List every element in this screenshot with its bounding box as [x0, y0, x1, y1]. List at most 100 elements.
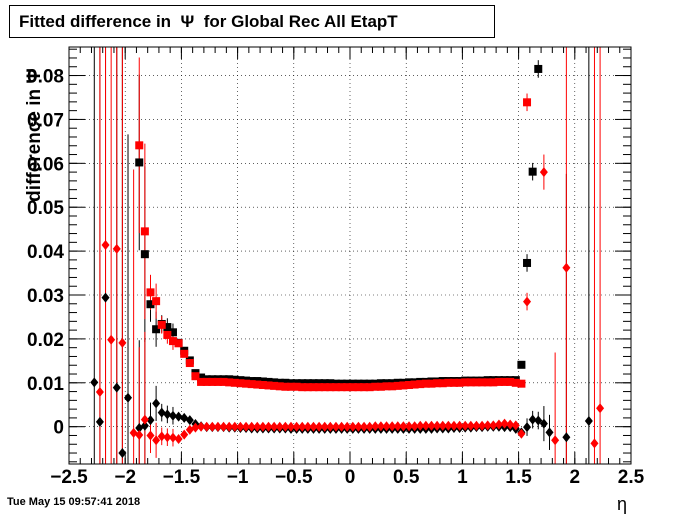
- data-point-square: [225, 378, 234, 387]
- data-point-square: [337, 383, 346, 392]
- y-tick-label: 0.04: [27, 242, 64, 263]
- y-tick-label: 0.02: [27, 330, 64, 351]
- data-point-square: [219, 377, 228, 386]
- x-axis-tick-labels: −2.5 −2 −1.5 −1 −0.5 0 0.5 1 1.5 2 2.5: [50, 467, 644, 488]
- data-point-square: [421, 379, 430, 388]
- data-point-square: [494, 377, 503, 386]
- data-point-diamond: [208, 421, 217, 432]
- data-point-square: [326, 383, 335, 392]
- data-point-diamond: [309, 421, 318, 432]
- data-point-diamond: [315, 421, 324, 432]
- data-point-square: [472, 378, 481, 387]
- x-tick-label: −1.5: [163, 467, 201, 488]
- data-point-square: [230, 378, 239, 387]
- data-point-diamond: [539, 418, 548, 429]
- data-point-square: [427, 379, 436, 388]
- data-point-square: [146, 288, 155, 297]
- data-point-diamond: [112, 382, 121, 393]
- data-point-diamond: [101, 292, 110, 303]
- data-point-square: [517, 379, 526, 388]
- data-point-square: [140, 227, 149, 236]
- data-point-square: [197, 377, 206, 386]
- data-point-square: [174, 339, 183, 348]
- data-point-diamond: [584, 415, 593, 426]
- data-point-square: [146, 300, 155, 309]
- data-point-diamond: [388, 421, 397, 432]
- data-point-square: [382, 382, 391, 391]
- data-point-diamond: [168, 432, 177, 443]
- data-point-diamond: [303, 421, 312, 432]
- data-point-diamond: [163, 409, 172, 420]
- data-point-square: [135, 141, 144, 150]
- x-tick-label: −2.5: [50, 467, 88, 488]
- data-point-diamond: [449, 420, 458, 431]
- data-point-diamond: [382, 421, 391, 432]
- data-point-diamond: [242, 421, 251, 432]
- data-point-diamond: [360, 421, 369, 432]
- data-point-diamond: [135, 430, 144, 441]
- data-point-square: [168, 328, 177, 337]
- data-point-square: [506, 377, 515, 386]
- data-point-square: [416, 380, 425, 389]
- data-point-diamond: [107, 334, 116, 345]
- data-point-square: [433, 379, 442, 388]
- data-point-diamond: [517, 428, 526, 439]
- data-point-diamond: [421, 420, 430, 431]
- data-point-diamond: [146, 430, 155, 441]
- data-point-diamond: [528, 414, 537, 425]
- data-point-diamond: [511, 420, 520, 431]
- data-point-square: [444, 378, 453, 387]
- data-point-diamond: [444, 420, 453, 431]
- data-point-square: [168, 337, 177, 346]
- data-point-square: [247, 380, 256, 389]
- data-point-diamond: [281, 421, 290, 432]
- data-point-diamond: [337, 421, 346, 432]
- chart-title: Fitted difference in Ψ for Global Rec Al…: [19, 11, 398, 31]
- data-point-diamond: [545, 427, 554, 438]
- data-point-square: [185, 359, 194, 368]
- data-point-square: [478, 378, 487, 387]
- data-point-square: [152, 325, 161, 334]
- data-point-diamond: [191, 422, 200, 433]
- data-point-diamond: [365, 421, 374, 432]
- data-point-diamond: [264, 421, 273, 432]
- data-point-diamond: [174, 433, 183, 444]
- data-point-square: [242, 379, 251, 388]
- data-point-diamond: [95, 387, 104, 398]
- data-point-diamond: [354, 421, 363, 432]
- data-point-square: [483, 378, 492, 387]
- data-point-square: [517, 360, 526, 369]
- data-point-square: [253, 380, 262, 389]
- data-point-diamond: [168, 410, 177, 421]
- data-point-diamond: [483, 420, 492, 431]
- axis-ticks: [68, 47, 632, 464]
- data-point-diamond: [213, 421, 222, 432]
- data-point-square: [365, 383, 374, 392]
- data-point-diamond: [331, 421, 340, 432]
- data-point-diamond: [253, 421, 262, 432]
- data-point-diamond: [590, 438, 599, 449]
- data-point-diamond: [286, 421, 295, 432]
- data-point-square: [528, 167, 537, 176]
- chart-title-box: Fitted difference in Ψ for Global Rec Al…: [9, 5, 495, 38]
- data-point-diamond: [197, 421, 206, 432]
- x-tick-label: 2.5: [618, 467, 645, 488]
- data-point-diamond: [270, 421, 279, 432]
- data-point-diamond: [489, 420, 498, 431]
- data-point-diamond: [534, 415, 543, 426]
- data-point-square: [455, 378, 464, 387]
- data-point-square: [343, 383, 352, 392]
- y-axis-tick-labels: 0 0.01 0.02 0.03 0.04 0.05 0.06 0.07 0.08: [27, 67, 64, 439]
- y-axis-label: difference in Ψ: [24, 68, 45, 202]
- data-point-diamond: [376, 421, 385, 432]
- data-point-diamond: [140, 420, 149, 431]
- x-tick-label: 2: [570, 467, 581, 488]
- data-point-diamond: [410, 421, 419, 432]
- data-point-square: [292, 382, 301, 391]
- data-point-diamond: [523, 296, 532, 307]
- data-point-diamond: [472, 420, 481, 431]
- y-tick-label: 0.03: [27, 286, 64, 307]
- data-point-diamond: [225, 421, 234, 432]
- y-tick-label: 0.06: [27, 154, 64, 175]
